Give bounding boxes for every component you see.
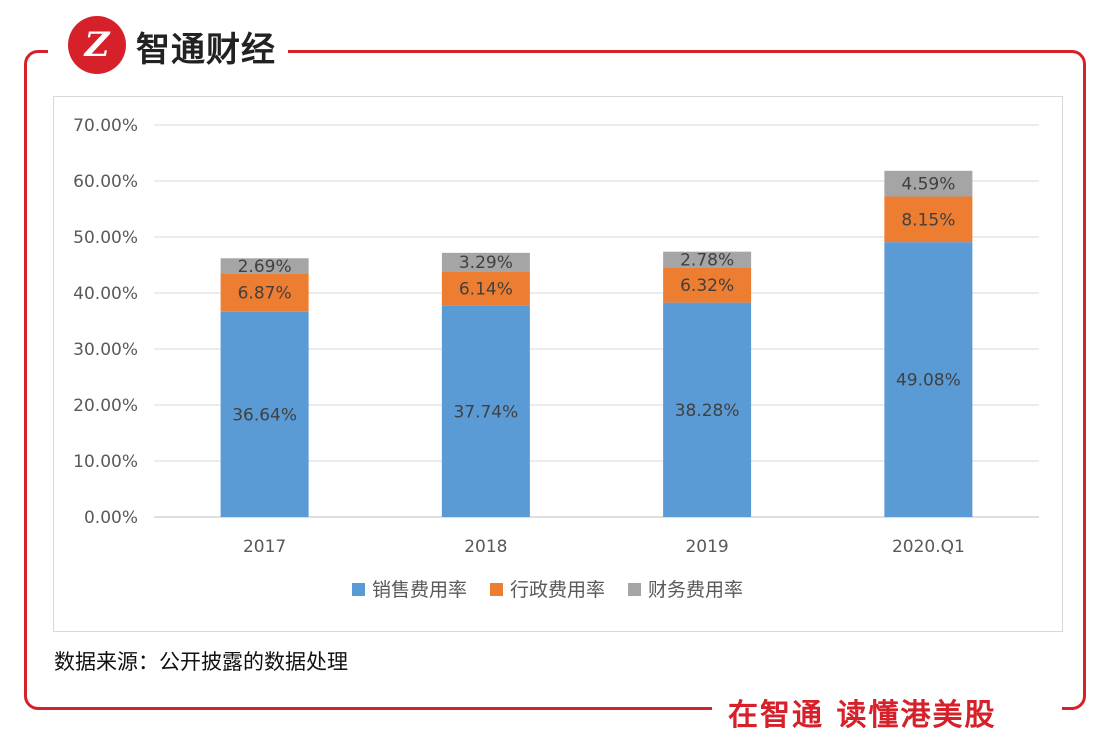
data-label: 6.87% (238, 284, 292, 304)
data-label: 2.78% (680, 250, 734, 270)
bar-segment (441, 271, 530, 306)
stacked-bar-chart: 0.00% 10.00% 20.00% 30.00% 40.00% 50.00% 60.00… (73, 116, 1039, 601)
bar-segment (220, 311, 309, 517)
bar-segment (441, 305, 530, 517)
bar-segment (663, 302, 752, 517)
brand-name: 智通财经 (136, 30, 276, 70)
legend-swatch (628, 583, 641, 596)
y-tick-label: 30.00% (73, 340, 138, 360)
x-tick-label: 2020.Q1 (892, 537, 965, 557)
y-tick-label: 20.00% (73, 396, 138, 416)
bar-segment (441, 252, 530, 272)
data-label: 2.69% (238, 257, 292, 277)
y-tick-label: 70.00% (73, 116, 138, 136)
data-label: 6.32% (680, 276, 734, 296)
source-note: 数据来源：公开披露的数据处理 (54, 650, 348, 674)
slogan: 在智通 读懂港美股 (728, 698, 997, 733)
outer-frame (24, 50, 1086, 710)
bar-segment (663, 267, 752, 303)
legend-swatch (490, 583, 503, 596)
bar-segment (220, 273, 309, 312)
y-tick-label: 0.00% (84, 508, 138, 528)
legend-label: 销售费用率 (372, 579, 467, 601)
x-tick-label: 2017 (243, 537, 286, 557)
data-label: 6.14% (459, 279, 513, 299)
brand-logo: Z (68, 16, 126, 74)
y-tick-label: 40.00% (73, 284, 138, 304)
data-label: 8.15% (901, 210, 955, 230)
x-tick-label: 2018 (464, 537, 507, 557)
y-tick-label: 10.00% (73, 452, 138, 472)
bar-segment (884, 170, 973, 197)
chart-container: 0.00% 10.00% 20.00% 30.00% 40.00% 50.00% 60.00… (53, 96, 1063, 632)
data-label: 36.64% (232, 405, 297, 425)
data-label: 3.29% (459, 253, 513, 273)
data-label: 4.59% (901, 175, 955, 195)
bar-segment (884, 196, 973, 243)
legend-label: 财务费用率 (648, 579, 743, 601)
bar-segment (884, 242, 973, 518)
legend-swatch (352, 583, 365, 596)
y-tick-label: 60.00% (73, 172, 138, 192)
frame-gap (712, 696, 1062, 726)
bar-segment (663, 251, 752, 268)
bar-segment (220, 258, 309, 274)
x-tick-label: 2019 (685, 537, 728, 557)
data-label: 38.28% (675, 401, 740, 421)
legend-label: 行政费用率 (510, 579, 605, 601)
data-label: 49.08% (896, 371, 961, 391)
y-tick-label: 50.00% (73, 228, 138, 248)
data-label: 37.74% (453, 402, 518, 422)
